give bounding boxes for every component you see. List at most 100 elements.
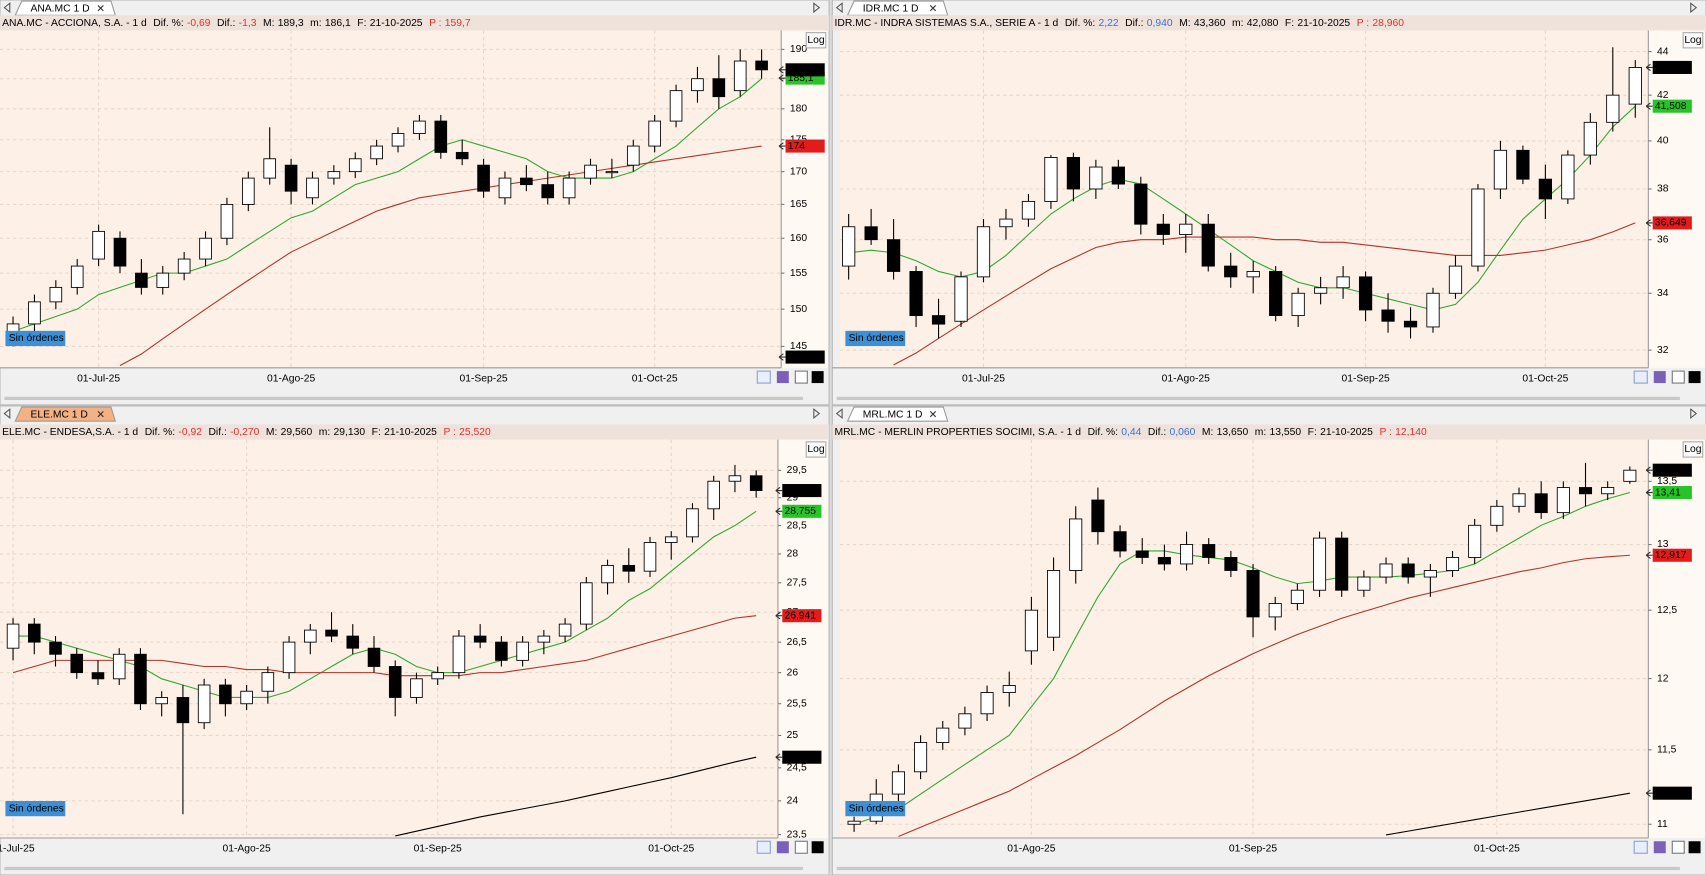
price-tag — [782, 484, 822, 498]
color-icon[interactable] — [811, 841, 824, 854]
color-icon[interactable] — [1688, 371, 1701, 384]
tab-close-icon[interactable] — [97, 5, 104, 12]
candle-body — [643, 542, 657, 572]
candle-body — [1268, 603, 1282, 618]
candle-body — [197, 684, 211, 724]
moving-average-line — [1385, 792, 1630, 836]
header-field-value: -0,92 — [178, 427, 202, 438]
candle-body — [113, 237, 127, 267]
candle-body — [325, 629, 338, 637]
color-icon[interactable] — [811, 371, 824, 384]
orders-button-label[interactable]: Sin órdenes — [9, 803, 64, 814]
y-tick-label: 32 — [1657, 345, 1669, 356]
price-tag-arrow — [778, 142, 786, 150]
log-button[interactable] — [805, 441, 827, 458]
y-tick-label: 29 — [787, 492, 799, 503]
log-button-label[interactable]: Log — [1684, 35, 1701, 46]
candle-body — [410, 678, 423, 698]
zoom-icon[interactable] — [756, 370, 771, 384]
candle-body — [1512, 493, 1526, 507]
candle-body — [1601, 487, 1615, 495]
orders-button[interactable] — [845, 330, 906, 347]
save-icon[interactable] — [776, 371, 789, 384]
zoom-icon[interactable] — [756, 840, 771, 854]
log-button-label[interactable]: Log — [807, 444, 824, 455]
candle-body — [1224, 265, 1238, 278]
orders-button[interactable] — [5, 330, 66, 347]
candle-body — [622, 564, 636, 572]
price-tag-arrow — [778, 353, 786, 361]
color-icon[interactable] — [1688, 841, 1701, 854]
candle-body — [580, 582, 593, 625]
log-button-label[interactable]: Log — [1684, 444, 1701, 455]
config-icon[interactable] — [794, 370, 808, 384]
moving-average-line — [893, 222, 1636, 366]
candle-body — [1335, 537, 1349, 591]
save-icon[interactable] — [1653, 371, 1666, 384]
candle-body — [733, 60, 747, 92]
candle-body — [1401, 563, 1415, 578]
candle-body — [1134, 183, 1148, 225]
tab-close-icon[interactable] — [929, 410, 937, 418]
config-icon[interactable] — [1671, 840, 1685, 854]
candle-body — [1538, 178, 1552, 200]
candle-body — [388, 666, 402, 698]
config-icon[interactable] — [794, 840, 808, 854]
price-tag-arrow — [1645, 102, 1653, 110]
price-tag-arrow — [778, 66, 786, 74]
x-tick-label: 01-Oct-25 — [1522, 373, 1568, 384]
tab-label[interactable]: ELE.MC 1 D — [30, 409, 87, 420]
candle-body — [1426, 292, 1440, 328]
orders-button[interactable] — [5, 800, 66, 817]
header-field-value: 159,7 — [445, 18, 471, 29]
x-tick-label: 01-Oct-25 — [632, 373, 678, 384]
tab[interactable] — [846, 406, 949, 422]
header-field-label: m: — [1232, 18, 1243, 29]
orders-button-label[interactable]: Sin órdenes — [849, 803, 904, 814]
orders-button-label[interactable]: Sin órdenes — [849, 333, 904, 344]
zoom-icon[interactable] — [1633, 840, 1648, 854]
header-field-value: -0,69 — [187, 18, 211, 29]
candle-body — [1246, 271, 1260, 278]
tab-label[interactable]: MRL.MC 1 D — [863, 409, 923, 420]
x-tick-label: 01-Ago-25 — [1007, 844, 1055, 855]
header-field-value: 42,080 — [1247, 18, 1279, 29]
orders-button-label[interactable]: Sin órdenes — [9, 333, 64, 344]
y-tick-label: 24 — [787, 796, 799, 807]
tab-label[interactable]: ANA.MC 1 D — [30, 3, 89, 14]
save-icon[interactable] — [1653, 841, 1666, 854]
orders-button[interactable] — [845, 800, 906, 817]
tab-label[interactable]: IDR.MC 1 D — [863, 3, 919, 14]
header-field-label: P : — [429, 18, 441, 29]
zoom-icon[interactable] — [1633, 370, 1648, 384]
tab-close-icon[interactable] — [97, 410, 104, 418]
y-tick-label: 12 — [1657, 673, 1669, 684]
candle-body — [584, 164, 597, 179]
x-tick-label: 01-Jul-25 — [77, 373, 120, 384]
header-field-label: m: — [319, 427, 330, 438]
candle-body — [112, 653, 126, 680]
header-field-value: 21-10-2025 — [1297, 18, 1350, 29]
candle-body — [605, 171, 619, 174]
candle-body — [1358, 276, 1373, 311]
log-button[interactable] — [1682, 32, 1704, 49]
price-tag-arrow — [1645, 466, 1653, 474]
y-tick-label: 155 — [790, 268, 807, 279]
candle-body — [1179, 223, 1193, 235]
log-button[interactable] — [805, 32, 827, 49]
header-field-label: Dif.: — [217, 18, 235, 29]
x-tick-label: 01-Sep-25 — [1229, 844, 1277, 855]
candle-body — [1578, 487, 1593, 495]
log-button-label[interactable]: Log — [807, 35, 824, 46]
candle-body — [1180, 544, 1194, 565]
tab-close-icon[interactable] — [929, 5, 937, 12]
log-button[interactable] — [1682, 441, 1704, 458]
tab[interactable] — [14, 406, 117, 422]
save-icon[interactable] — [776, 841, 789, 854]
config-icon[interactable] — [1671, 370, 1685, 384]
candle-body — [1606, 94, 1620, 123]
candle-body — [327, 171, 341, 179]
header-field-value: 28,960 — [1372, 18, 1404, 29]
